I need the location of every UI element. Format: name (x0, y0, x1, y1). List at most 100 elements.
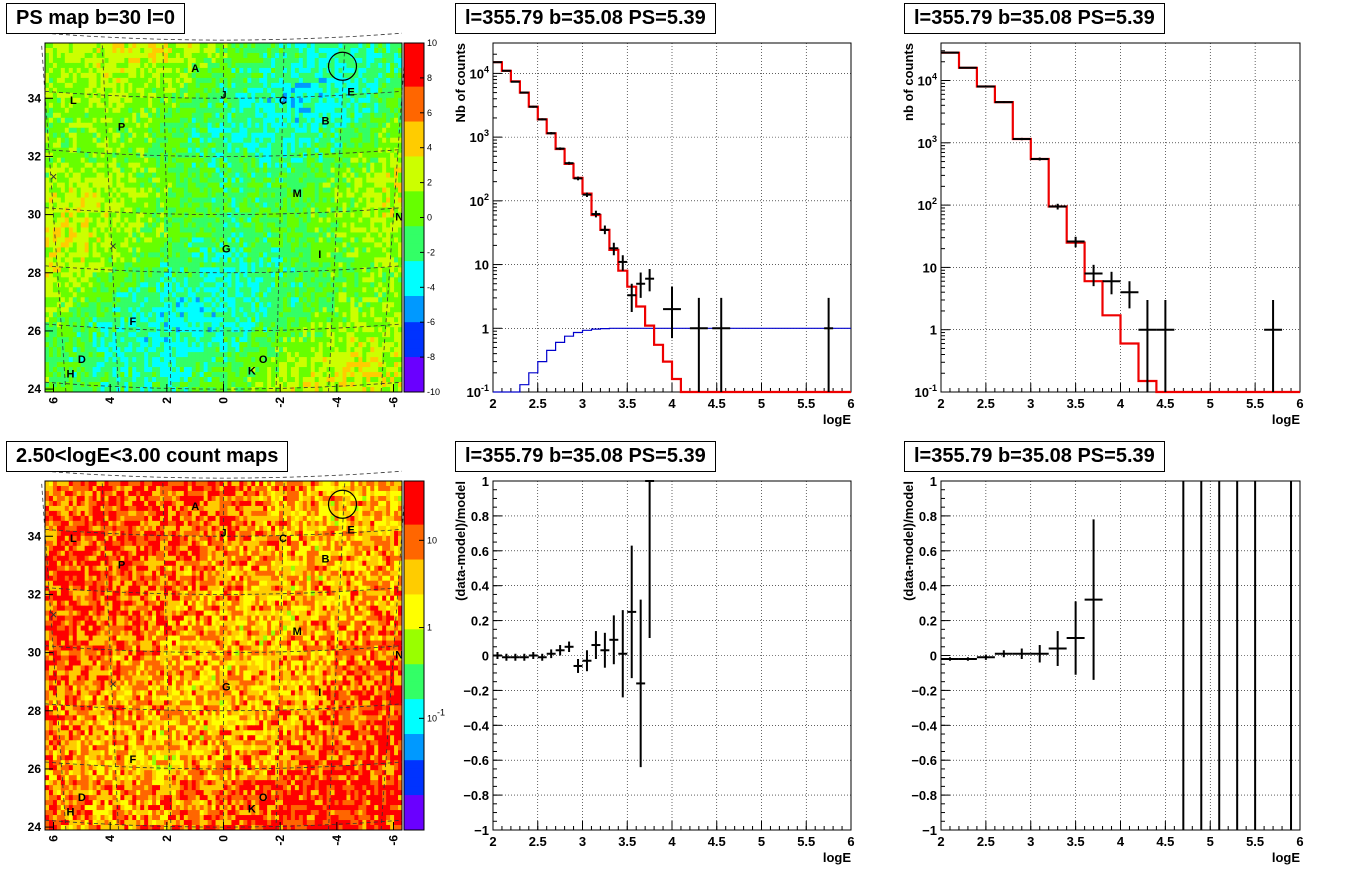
residual_right-y-tick-label: 0.6 (919, 544, 937, 559)
spectrum-left-title: l=355.79 b=35.08 PS=5.39 (455, 3, 716, 34)
map-grid-parallel (44, 470, 403, 479)
source-label-O: O (259, 354, 268, 366)
spectrum_left-x-tick-label: 2.5 (529, 396, 547, 411)
spectrum_right-x-axis-label: logE (1272, 412, 1300, 427)
map-grid-parallel (44, 703, 403, 712)
spectrum_left-y-tick-label: 1 (482, 321, 489, 336)
ps-colorbar-cell (404, 95, 424, 105)
map-y-tick-label: 30 (28, 208, 42, 222)
spectrum_left-x-tick-label: 3.5 (618, 396, 636, 411)
map-x-tick-label: 6 (47, 835, 61, 842)
count-colorbar-cell (404, 568, 424, 578)
source-label-C: C (279, 533, 287, 545)
residual_left-x-tick-label: 4.5 (708, 834, 726, 849)
count-colorbar-cell (404, 690, 424, 700)
residual_left-y-tick-label: 0.2 (471, 614, 489, 629)
count-colorbar-cell (404, 646, 424, 656)
map-grid-parallel (44, 528, 403, 537)
source-label-I: I (318, 687, 321, 699)
residual_right-y-tick-label: −0.8 (911, 788, 937, 803)
map-y-tick-label: 28 (28, 704, 42, 718)
ps-colorbar-cell (404, 348, 424, 358)
residual_left-y-tick-label: −0.6 (463, 753, 489, 768)
source-label-I: I (318, 249, 321, 261)
source-label-B: B (322, 553, 330, 565)
count-colorbar-cell (404, 533, 424, 543)
count-colorbar-cell (404, 489, 424, 499)
count-colorbar-cell (404, 734, 424, 744)
map-y-tick-label: 24 (28, 382, 42, 396)
map-x-tick-label: -4 (330, 835, 344, 846)
residual_left-y-tick-label: −0.8 (463, 788, 489, 803)
residual_left-x-tick-label: 6 (847, 834, 854, 849)
residual_left-x-tick-label: 4 (668, 834, 676, 849)
count-colorbar-tick-label: 10 (427, 535, 437, 545)
count-map-title: 2.50<logE<3.00 count maps (6, 441, 289, 472)
source-label-F: F (129, 316, 136, 328)
residual_left-y-tick-label: −1 (474, 823, 489, 838)
residual_right-y-tick-label: 0 (930, 649, 937, 664)
spectrum_right-y-tick-label: 10-1 (915, 383, 937, 400)
spectrum_right-y-tick-label: 102 (918, 196, 937, 213)
spectrum_left-x-tick-label: 4.5 (708, 396, 726, 411)
spectrum_left-x-tick-label: 2 (489, 396, 496, 411)
residual_left-x-tick-label: 3 (579, 834, 586, 849)
spectrum_right-x-tick-label: 3 (1027, 396, 1034, 411)
residual_left-x-tick-label: 2.5 (529, 834, 547, 849)
residual_right-y-tick-label: 0.2 (919, 614, 937, 629)
source-label-N: N (395, 211, 403, 223)
residual-left-title: l=355.79 b=35.08 PS=5.39 (455, 441, 716, 472)
source-label-L: L (70, 95, 77, 107)
count-colorbar-cell (404, 507, 424, 517)
source-label-L: L (70, 533, 77, 545)
residual_right-y-axis-label: (data-model)/model (901, 481, 916, 601)
source-cross-marker: × (50, 607, 58, 622)
count-colorbar-cell (404, 559, 424, 569)
ps-colorbar-tick-label: 0 (427, 213, 432, 223)
ps-colorbar-cell (404, 322, 424, 332)
residual_left-x-tick-label: 3.5 (618, 834, 636, 849)
residual_right-x-tick-label: 6 (1296, 834, 1303, 849)
count-colorbar-cell (404, 751, 424, 761)
residual_left-y-tick-label: 0.4 (471, 579, 490, 594)
map-grid-parallel (44, 207, 403, 215)
spectrum_left-x-tick-label: 4 (668, 396, 676, 411)
map-y-tick-label: 34 (28, 91, 42, 105)
map-x-tick-label: 6 (47, 397, 61, 404)
spectrum_left-y-tick-label: 10-1 (467, 383, 489, 400)
spectrum_right-x-tick-label: 6 (1296, 396, 1303, 411)
count-colorbar-tick-label: 10-1 (427, 707, 445, 723)
map-y-tick-label: 30 (28, 646, 42, 660)
source-label-G: G (222, 243, 231, 255)
source-cross-marker: × (109, 677, 117, 692)
spectrum_left-y-tick-label: 103 (470, 128, 489, 145)
ps-colorbar-cell (404, 287, 424, 297)
spectrum_left-y-axis-label: Nb of counts (453, 43, 468, 122)
spectrum_right-y-tick-label: 104 (918, 72, 937, 89)
residual_left-y-axis-label: (data-model)/model (453, 481, 468, 601)
source-label-A: A (191, 63, 199, 75)
map-grid-meridian (162, 42, 172, 393)
map-x-tick-label: -6 (387, 397, 401, 408)
count-colorbar-cell (404, 498, 424, 508)
spectrum_left-x-tick-label: 6 (847, 396, 854, 411)
spectrum_right-x-tick-label: 4 (1117, 396, 1125, 411)
ps-colorbar-tick-label: -8 (427, 352, 435, 362)
residual_left-x-tick-label: 5 (758, 834, 765, 849)
ps-colorbar-cell (404, 173, 424, 184)
residual_right-y-tick-label: −0.2 (911, 683, 937, 698)
map-grid-meridian (275, 480, 285, 831)
map-x-tick-label: 0 (217, 397, 231, 404)
map-grid-parallel (44, 761, 403, 770)
spectrum_left-x-tick-label: 5.5 (797, 396, 815, 411)
count-colorbar-cell (404, 638, 424, 648)
residual_right-y-tick-label: −1 (922, 823, 937, 838)
map-x-tick-label: 4 (103, 397, 117, 404)
residual_right-x-tick-label: 5.5 (1246, 834, 1264, 849)
blue-model-line (493, 327, 851, 393)
ps-colorbar-tick-label: -2 (427, 247, 435, 257)
ps-colorbar-cell (404, 60, 424, 70)
map-grid-parallel (44, 323, 403, 332)
count-colorbar-cell (404, 515, 424, 526)
